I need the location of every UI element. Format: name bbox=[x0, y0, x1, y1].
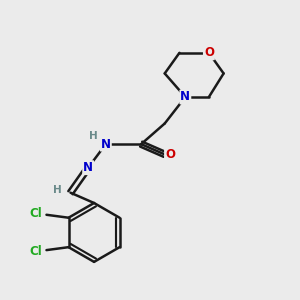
Text: O: O bbox=[165, 148, 175, 161]
Text: H: H bbox=[53, 185, 62, 195]
Text: N: N bbox=[180, 91, 190, 103]
Text: N: N bbox=[83, 161, 93, 174]
Text: H: H bbox=[89, 131, 98, 141]
Text: Cl: Cl bbox=[30, 245, 43, 258]
Text: O: O bbox=[204, 46, 214, 59]
Text: Cl: Cl bbox=[30, 207, 43, 220]
Text: N: N bbox=[101, 138, 111, 151]
